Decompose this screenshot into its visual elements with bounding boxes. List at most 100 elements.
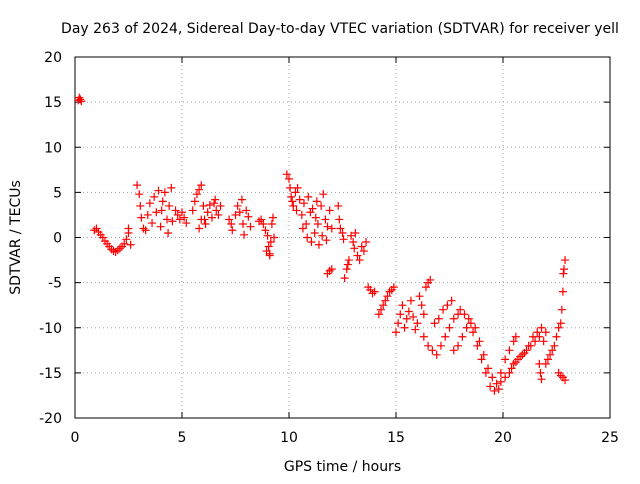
data-point xyxy=(303,233,312,242)
data-point xyxy=(156,222,165,231)
data-point xyxy=(490,386,499,395)
data-point xyxy=(133,181,142,190)
data-point xyxy=(454,341,463,350)
data-point xyxy=(552,332,561,341)
data-point xyxy=(259,219,268,228)
data-point xyxy=(285,174,293,183)
data-point xyxy=(406,296,415,305)
data-point xyxy=(318,231,327,240)
data-point xyxy=(212,206,221,215)
data-point xyxy=(496,368,505,377)
data-point xyxy=(428,346,437,355)
data-point xyxy=(240,230,249,239)
data-point xyxy=(456,305,465,314)
data-point xyxy=(319,190,328,199)
data-point xyxy=(298,224,307,233)
data-point xyxy=(178,208,186,217)
data-point xyxy=(516,352,525,361)
data-point xyxy=(124,224,133,233)
data-point xyxy=(561,376,570,385)
data-point xyxy=(349,238,358,247)
data-point xyxy=(559,265,568,274)
data-point xyxy=(370,287,379,296)
data-point xyxy=(265,251,274,260)
data-point xyxy=(359,247,368,256)
data-markers xyxy=(74,93,570,395)
data-point xyxy=(152,208,161,217)
data-point xyxy=(413,319,422,328)
grid-layer xyxy=(75,57,610,418)
x-tick-label: 10 xyxy=(280,430,298,446)
y-tick-label: -20 xyxy=(39,411,62,427)
data-point xyxy=(175,215,184,224)
data-point xyxy=(350,244,359,253)
data-point xyxy=(471,323,480,332)
data-point xyxy=(537,323,546,332)
data-point xyxy=(511,358,520,367)
data-point xyxy=(321,215,330,224)
data-point xyxy=(550,341,559,350)
data-point xyxy=(207,213,216,222)
data-point xyxy=(310,228,319,237)
y-tick-label: 0 xyxy=(53,231,62,247)
data-point xyxy=(136,201,145,210)
data-point xyxy=(481,368,490,377)
data-point xyxy=(327,265,336,274)
data-point xyxy=(244,212,253,221)
data-point xyxy=(557,305,566,314)
data-point xyxy=(394,319,403,328)
data-point xyxy=(77,97,86,106)
data-point xyxy=(389,283,398,292)
y-tick-label: 15 xyxy=(44,95,62,111)
data-point xyxy=(340,274,349,283)
data-point xyxy=(225,215,234,224)
data-point xyxy=(436,341,445,350)
data-point xyxy=(262,247,271,256)
x-tick-label: 15 xyxy=(387,430,405,446)
data-point xyxy=(537,375,546,384)
data-point xyxy=(182,219,191,228)
data-point xyxy=(113,246,122,255)
data-point xyxy=(460,310,469,319)
data-point xyxy=(163,215,172,224)
data-point xyxy=(488,373,497,382)
data-point xyxy=(383,292,392,301)
data-point xyxy=(404,307,413,316)
data-point xyxy=(257,215,266,224)
data-point xyxy=(282,170,291,179)
data-point xyxy=(173,210,182,219)
data-point xyxy=(287,192,296,201)
data-point xyxy=(199,201,208,210)
data-point xyxy=(374,310,383,319)
data-point xyxy=(477,355,486,364)
data-point xyxy=(430,319,439,328)
data-point xyxy=(122,235,131,244)
data-point xyxy=(518,350,527,359)
x-tick-labels: 0 5 10 15 20 25 xyxy=(71,430,619,446)
y-tick-labels: -20 -15 -10 -5 0 5 10 15 20 xyxy=(39,50,62,427)
data-point xyxy=(201,219,210,228)
data-point xyxy=(314,240,323,249)
data-point xyxy=(409,312,418,321)
data-point xyxy=(205,201,214,210)
data-point xyxy=(306,208,315,217)
data-point xyxy=(336,224,345,233)
x-axis-label: GPS time / hours xyxy=(284,459,401,475)
data-point xyxy=(335,215,344,224)
data-point xyxy=(90,226,99,235)
data-point xyxy=(479,350,488,359)
data-point xyxy=(546,350,555,359)
data-point xyxy=(426,275,435,284)
data-point xyxy=(469,328,478,337)
x-tick-label: 25 xyxy=(601,430,619,446)
data-point xyxy=(203,208,212,217)
data-point xyxy=(509,359,518,368)
data-point xyxy=(160,188,169,197)
data-point xyxy=(195,185,204,194)
data-point xyxy=(447,296,456,305)
data-point xyxy=(536,368,545,377)
data-point xyxy=(392,328,400,337)
data-point xyxy=(464,314,473,323)
data-point xyxy=(307,238,316,247)
